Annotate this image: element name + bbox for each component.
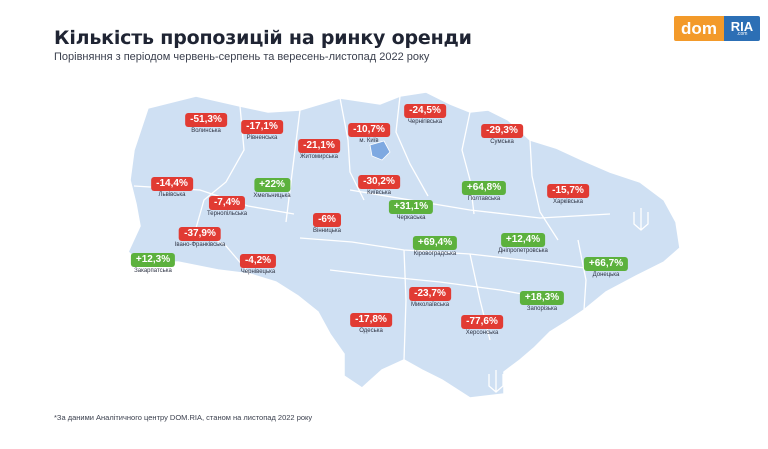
value-badge: -51,3%: [185, 113, 227, 127]
region-label: -4,2% Чернівецька: [239, 250, 277, 276]
region-label: +66,7% Донецька: [583, 253, 629, 279]
trident-crimea: [488, 370, 504, 393]
value-badge: -23,7%: [409, 287, 451, 301]
region-label: -10,7% м. Київ: [348, 119, 390, 145]
region-name: Херсонська: [465, 330, 499, 336]
region-name: Львівська: [158, 192, 186, 198]
region-label: +69,4% Кіровоградська: [412, 232, 458, 258]
region-name: Сумська: [490, 139, 514, 145]
region-label: -77,6% Херсонська: [461, 311, 503, 337]
value-badge: -21,1%: [298, 139, 340, 153]
region-label: +12,4% Дніпропетровська: [498, 229, 548, 255]
value-badge: +69,4%: [412, 236, 458, 250]
region-label: -51,3% Волинська: [185, 109, 227, 135]
logo-ria: RIA .com: [724, 16, 760, 41]
region-label: +18,3% Запорізька: [519, 287, 565, 313]
region-label: -15,7% Харківська: [547, 180, 589, 206]
region-label: -7,4% Тернопільська: [207, 192, 247, 218]
region-label: -23,7% Миколаївська: [409, 283, 451, 309]
region-label: +31,1% Черкаська: [388, 196, 434, 222]
region-name: Кіровоградська: [413, 251, 457, 257]
region-label: +64,8% Полтавська: [461, 177, 507, 203]
region-name: Запорізька: [526, 306, 558, 312]
value-badge: +66,7%: [583, 257, 629, 271]
value-badge: -29,3%: [481, 124, 523, 138]
value-badge: +12,3%: [130, 253, 176, 267]
region-label: +12,3% Закарпатська: [130, 249, 176, 275]
value-badge: +18,3%: [519, 291, 565, 305]
region-name: Чернівецька: [240, 269, 276, 275]
value-badge: -6%: [313, 213, 341, 227]
region-label: -14,4% Львівська: [151, 173, 193, 199]
value-badge: -30,2%: [358, 175, 400, 189]
border-4: [395, 95, 429, 197]
border-6: [529, 139, 559, 241]
region-name: Черкаська: [396, 215, 426, 221]
region-label: -6% Вінницька: [313, 209, 341, 235]
region-name: Донецька: [592, 272, 620, 278]
border-1: [195, 105, 245, 229]
border-3: [339, 97, 365, 201]
region-label: -29,3% Сумська: [481, 120, 523, 146]
region-label: -30,2% Київська: [358, 171, 400, 197]
region-name: Івано-Франківська: [174, 242, 226, 248]
border-5: [461, 111, 475, 215]
logo-ria-small: .com: [736, 30, 748, 37]
region-name: Тернопільська: [206, 211, 248, 217]
ukraine-outline: [127, 91, 681, 399]
value-badge: -4,2%: [239, 254, 277, 268]
value-badge: -37,9%: [179, 227, 221, 241]
page-subtitle: Порівняння з періодом червень-серпень та…: [54, 51, 430, 63]
region-name: Одеська: [359, 328, 383, 334]
region-name: Чернігівська: [407, 119, 443, 125]
border-10: [329, 269, 557, 301]
logo-ria-text: RIA: [730, 18, 754, 34]
region-name: Харківська: [553, 199, 583, 205]
value-badge: -10,7%: [348, 123, 390, 137]
value-badge: -17,1%: [241, 120, 283, 134]
value-badge: -77,6%: [461, 315, 503, 329]
value-badge: -17,8%: [350, 313, 392, 327]
value-badge: -15,7%: [547, 184, 589, 198]
border-2: [285, 109, 301, 223]
region-label: -17,8% Одеська: [350, 309, 392, 335]
region-name: Житомирська: [300, 154, 338, 160]
border-8: [349, 189, 611, 219]
border-13: [577, 239, 587, 311]
value-badge: -14,4%: [151, 177, 193, 191]
region-name: Рівненська: [246, 135, 278, 141]
value-badge: +22%: [254, 178, 290, 192]
region-name: Миколаївська: [410, 302, 450, 308]
value-badge: -24,5%: [404, 104, 446, 118]
kyiv-city: [369, 140, 391, 161]
region-name: Волинська: [191, 128, 221, 134]
border-9: [299, 237, 601, 271]
value-badge: +12,4%: [500, 233, 546, 247]
region-name: Закарпатська: [134, 268, 172, 274]
region-label: -24,5% Чернігівська: [404, 100, 446, 126]
region-name: Київська: [367, 190, 391, 196]
region-name: Дніпропетровська: [498, 248, 548, 254]
region-name: Полтавська: [467, 196, 501, 202]
region-label: -17,1% Рівненська: [241, 116, 283, 142]
dom-ria-logo[interactable]: dom RIA .com: [674, 16, 760, 41]
region-name: м. Київ: [359, 138, 379, 144]
value-badge: -7,4%: [208, 196, 246, 210]
page-title: Кількість пропозицій на ринку оренди: [54, 27, 472, 49]
footnote: *За даними Аналітичного центру DOM.RIA, …: [54, 413, 313, 422]
coat-of-arms-icon: [488, 208, 649, 393]
value-badge: +31,1%: [388, 200, 434, 214]
region-label: -21,1% Житомирська: [298, 135, 340, 161]
region-label: +22% Хмельницька: [253, 174, 291, 200]
trident-west: [633, 208, 649, 231]
region-name: Вінницька: [313, 228, 341, 234]
region-label: -37,9% Івано-Франківська: [174, 223, 226, 249]
region-name: Хмельницька: [253, 193, 291, 199]
border-11: [403, 249, 407, 361]
value-badge: +64,8%: [461, 181, 507, 195]
logo-dom: dom: [674, 16, 724, 41]
